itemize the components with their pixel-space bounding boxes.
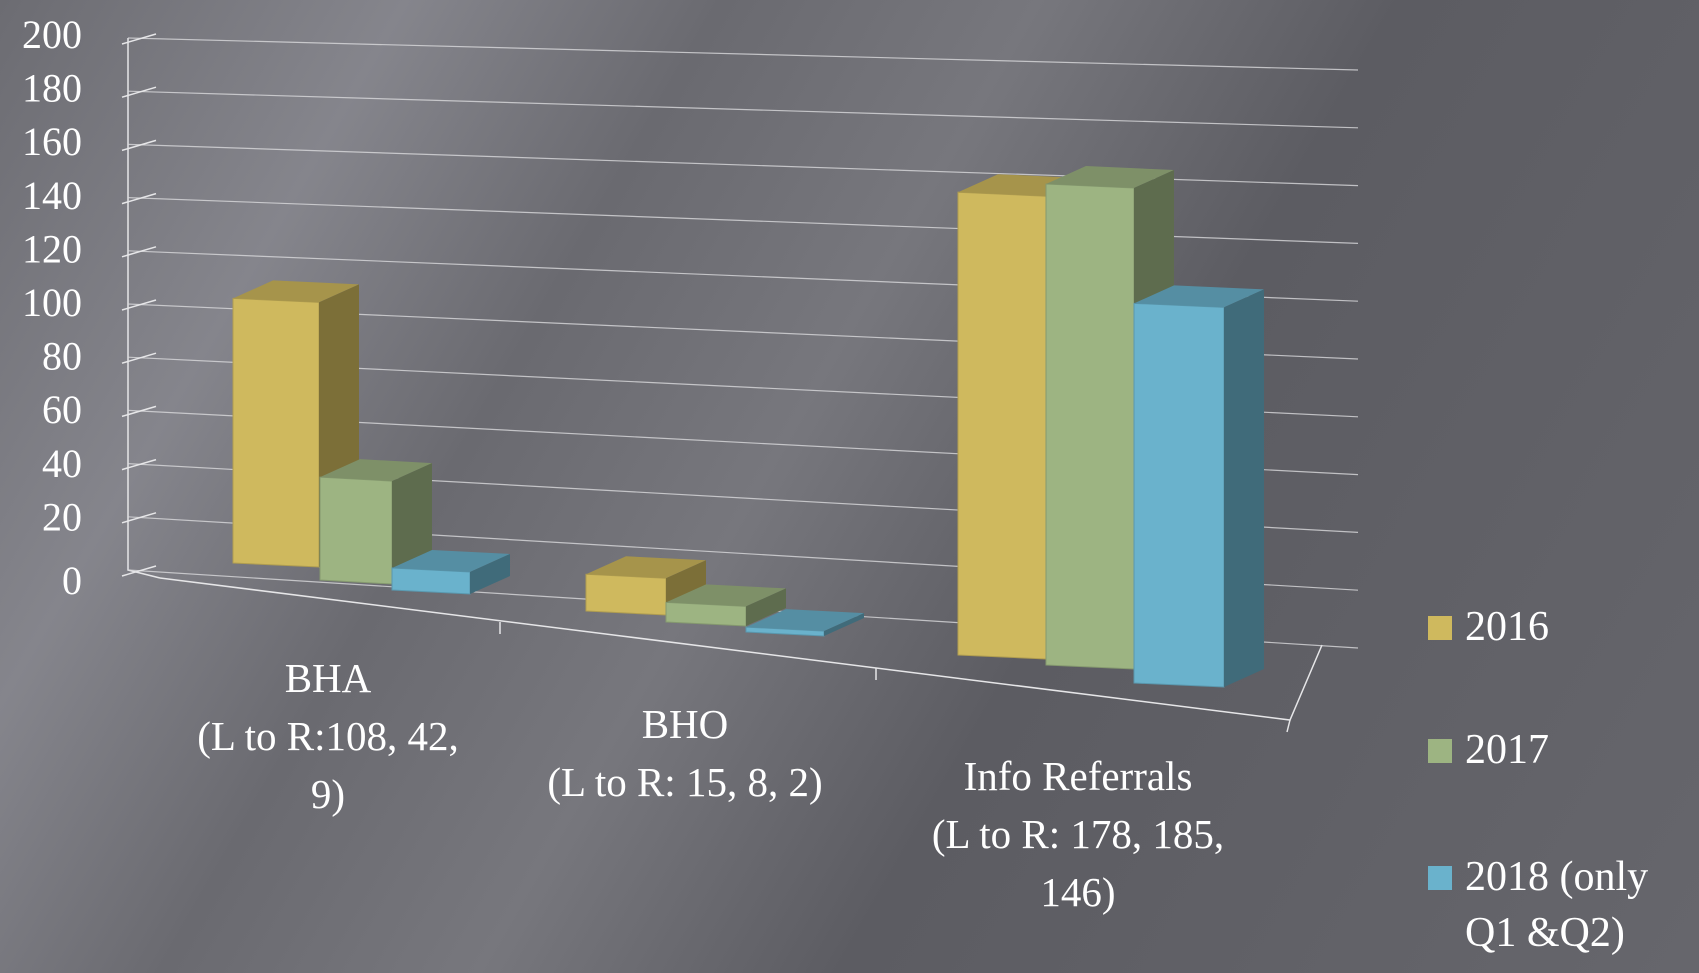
bar-front-face xyxy=(1133,302,1225,688)
bar-front-face xyxy=(957,191,1047,660)
category-label: 146) xyxy=(1040,869,1115,915)
gridline xyxy=(127,90,1359,129)
y-tick-label: 160 xyxy=(22,119,82,164)
bar-top-face xyxy=(586,556,706,579)
legend-label: Q1 &Q2) xyxy=(1465,910,1625,956)
y-tick-mark xyxy=(121,299,157,311)
y-tick-label: 40 xyxy=(42,441,82,486)
chart-walls xyxy=(127,38,1323,733)
y-tick-mark xyxy=(121,352,157,364)
gridline xyxy=(127,37,1359,71)
bar-side-face xyxy=(824,613,864,636)
y-tick-label: 200 xyxy=(22,12,82,57)
category-label: BHA xyxy=(285,655,372,701)
bar xyxy=(665,584,786,627)
x-axis: BHA (L to R:108, 42, 9) BHO (L to R: 15, 8, … xyxy=(197,655,1224,915)
y-tick-label: 120 xyxy=(22,226,82,271)
y-tick-mark xyxy=(121,458,157,471)
y-tick-mark xyxy=(121,33,157,45)
y-tick-label: 80 xyxy=(42,334,82,379)
bars xyxy=(232,166,1264,688)
legend-label: 2017 xyxy=(1465,727,1549,773)
bar-front-face xyxy=(391,567,471,595)
bar-top-face xyxy=(1134,285,1264,308)
legend: 2016 2017 2018 (only Q1 &Q2) xyxy=(1428,604,1648,956)
bar-top-face xyxy=(1046,166,1174,188)
y-tick-mark xyxy=(121,405,157,418)
y-tick-mark xyxy=(121,512,157,524)
y-tick-label: 60 xyxy=(42,387,82,432)
bar xyxy=(745,609,864,637)
y-tick-label: 180 xyxy=(22,66,82,111)
bar-front-face xyxy=(665,601,747,627)
legend-swatch xyxy=(1428,739,1452,763)
legend-swatch xyxy=(1428,866,1452,890)
category-label: (L to R: 178, 185, xyxy=(932,811,1224,857)
bar-side-face xyxy=(392,463,432,584)
y-tick-mark xyxy=(121,565,157,577)
bar-front-face xyxy=(585,573,667,616)
category-label: Info Referrals xyxy=(964,753,1193,799)
left-wall-edge xyxy=(127,38,161,579)
bar xyxy=(319,459,432,585)
legend-label: 2016 xyxy=(1465,604,1549,650)
bar-side-face xyxy=(1224,289,1264,687)
bar-side-face xyxy=(746,588,786,626)
floor-corner xyxy=(1286,719,1291,733)
bar-front-face xyxy=(319,476,393,585)
y-tick-mark xyxy=(121,86,157,98)
bar-top-face xyxy=(666,584,786,607)
bar-top-face xyxy=(320,459,432,482)
bar xyxy=(1133,285,1264,688)
y-axis: 0 20 40 60 80 100 120 140 160 180 200 xyxy=(22,12,82,603)
category-label: (L to R:108, 42, xyxy=(197,713,459,759)
y-tick-mark xyxy=(121,192,157,205)
bar-front-face xyxy=(1045,183,1135,670)
y-tick-mark xyxy=(121,246,157,258)
y-tick-label: 140 xyxy=(22,173,82,218)
bar-side-face xyxy=(470,553,510,594)
legend-label: 2018 (only xyxy=(1465,854,1648,900)
bar-front-face xyxy=(232,297,320,568)
y-tick-label: 100 xyxy=(22,280,82,325)
y-tick-label: 0 xyxy=(62,558,82,603)
category-label: 9) xyxy=(311,771,345,817)
legend-swatch xyxy=(1428,616,1452,640)
y-tick-mark xyxy=(121,139,157,152)
bar xyxy=(391,549,510,595)
bar-top-face xyxy=(746,609,864,632)
category-label: BHO xyxy=(642,701,729,747)
category-label: (L to R: 15, 8, 2) xyxy=(547,759,822,805)
bar-top-face xyxy=(392,549,510,572)
bar-top-face xyxy=(233,280,359,303)
y-tick-label: 20 xyxy=(42,494,82,539)
